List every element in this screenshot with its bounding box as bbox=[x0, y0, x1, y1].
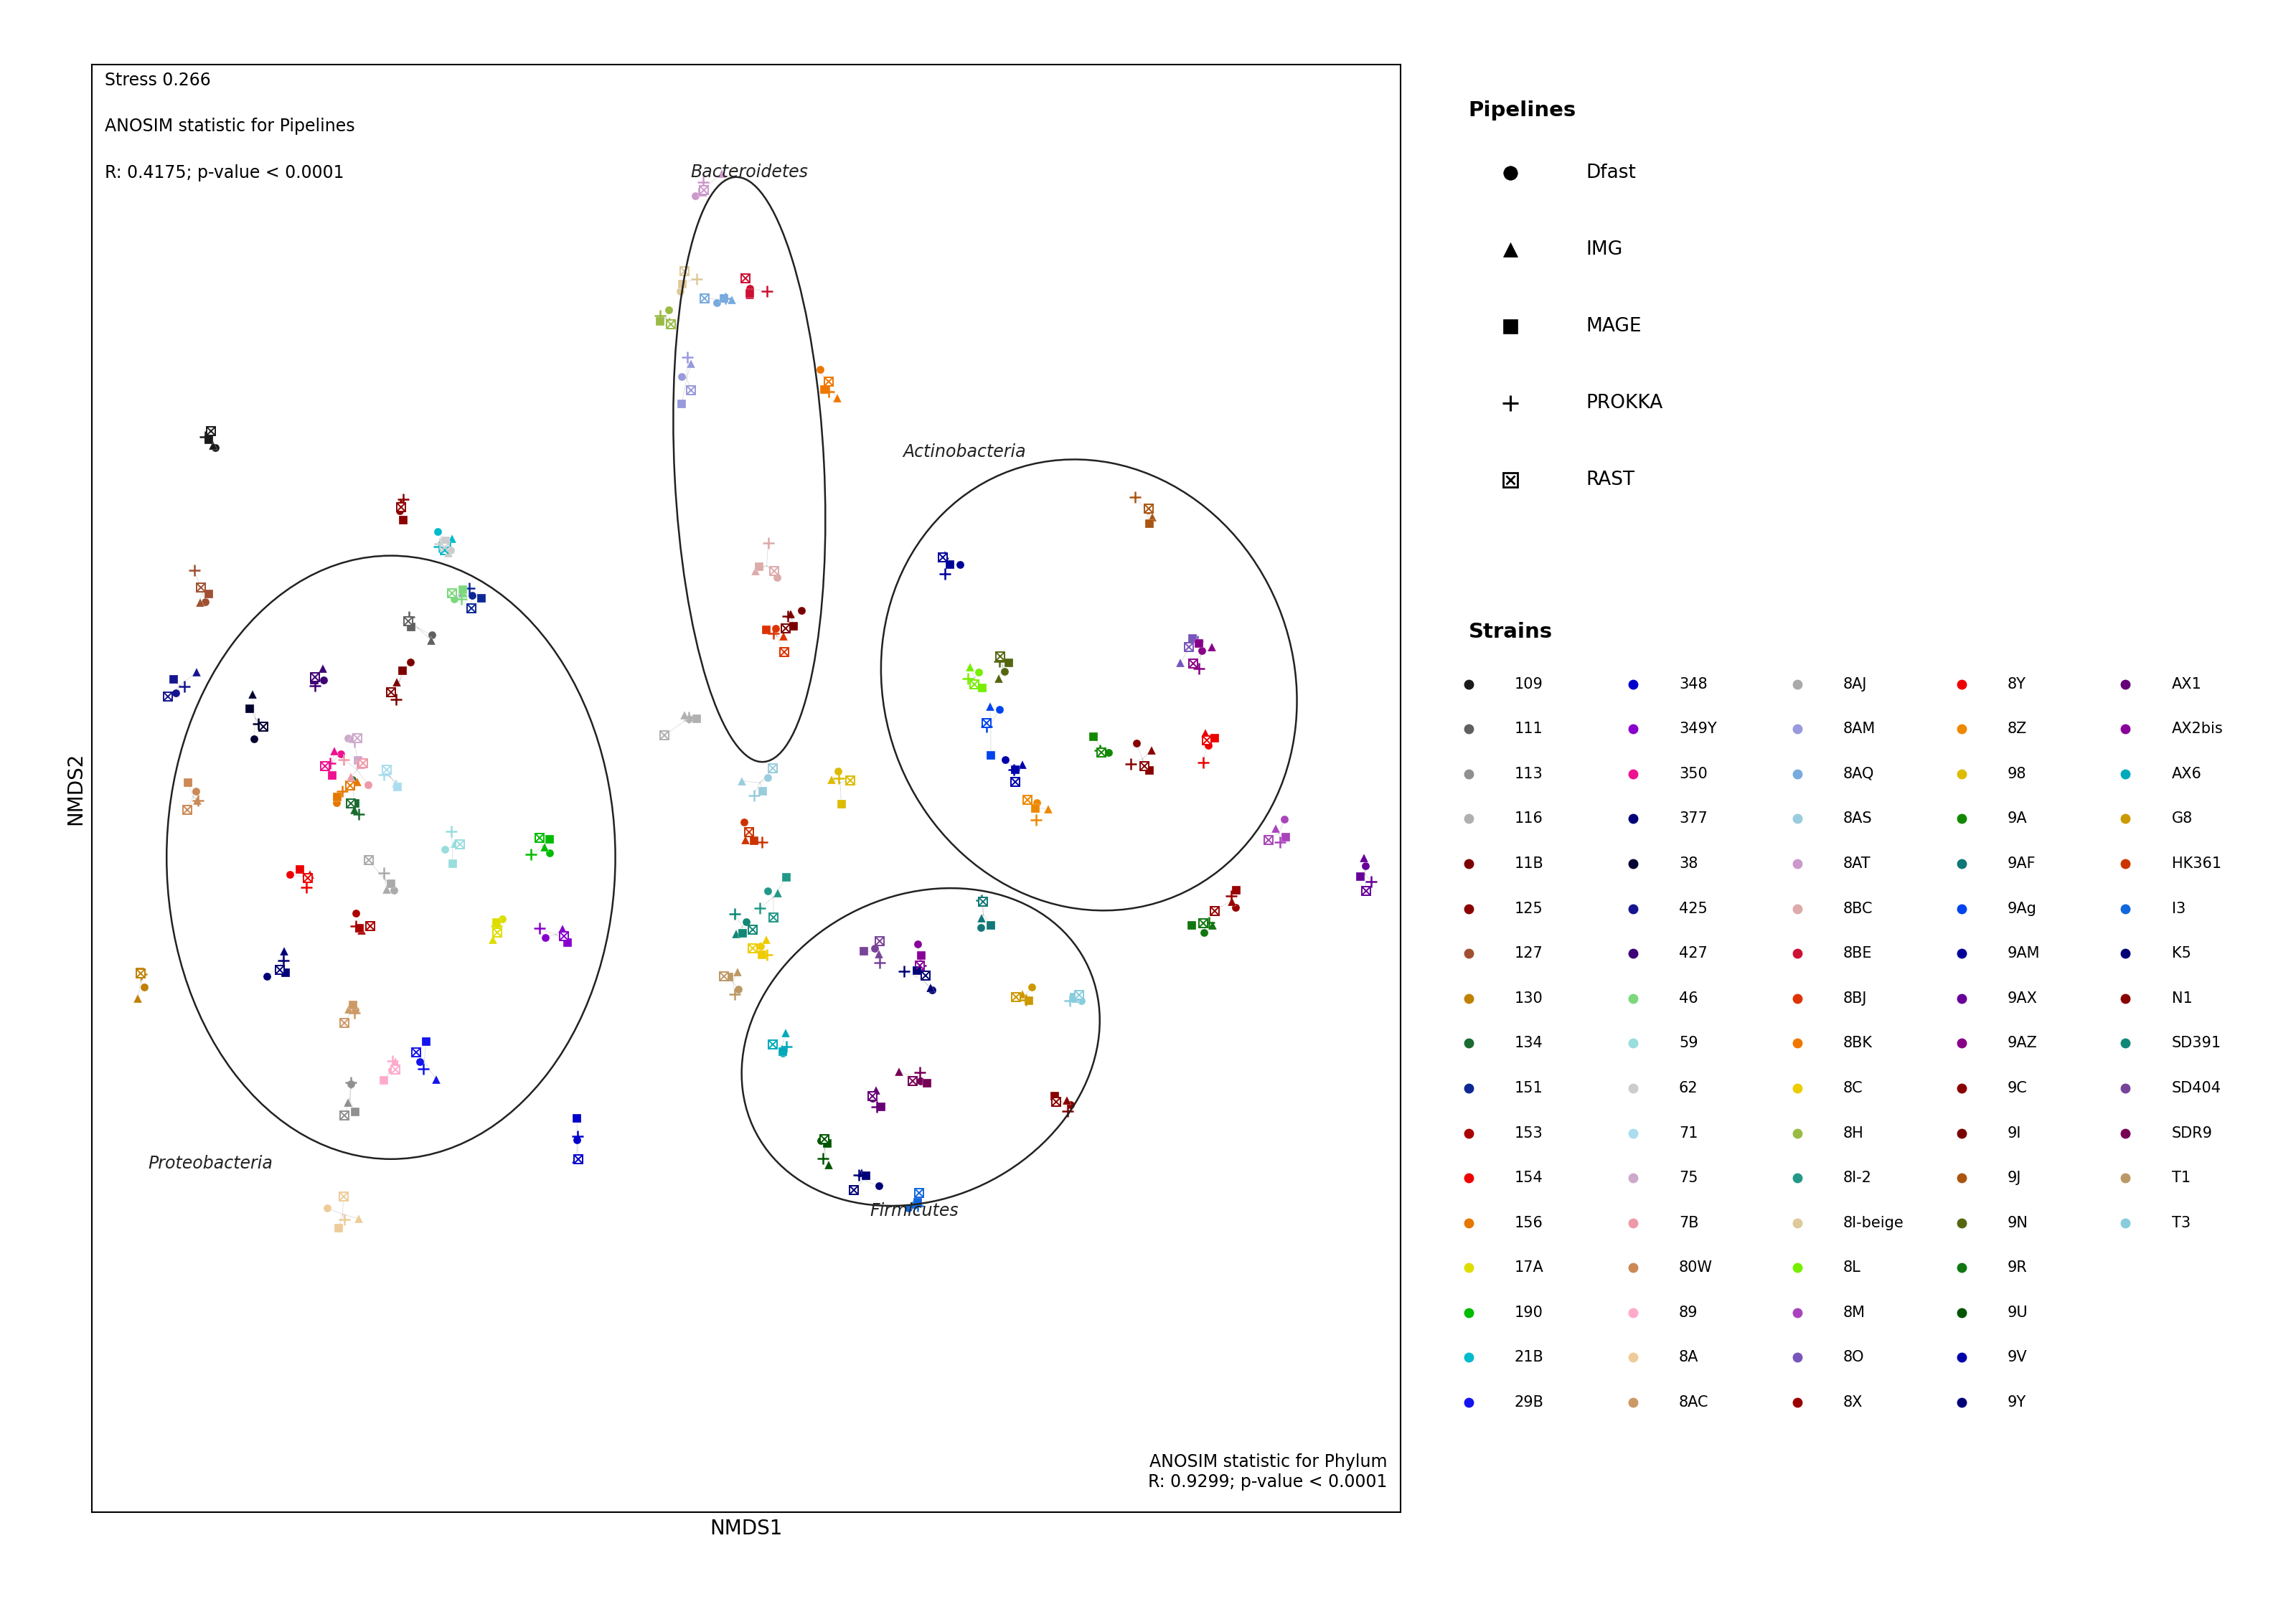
Text: HK361: HK361 bbox=[2172, 856, 2220, 870]
Text: 130: 130 bbox=[1515, 991, 1543, 1006]
Text: ANOSIM statistic for Pipelines: ANOSIM statistic for Pipelines bbox=[106, 117, 356, 135]
Text: 8BC: 8BC bbox=[1844, 901, 1874, 916]
Text: 8I-beige: 8I-beige bbox=[1844, 1216, 1903, 1229]
Text: 29B: 29B bbox=[1515, 1395, 1543, 1409]
Text: MAGE: MAGE bbox=[1587, 317, 1642, 336]
Text: 8AM: 8AM bbox=[1844, 722, 1876, 737]
Text: 348: 348 bbox=[1678, 677, 1708, 692]
Text: 8AT: 8AT bbox=[1844, 856, 1871, 870]
Text: 11B: 11B bbox=[1515, 856, 1543, 870]
Text: 190: 190 bbox=[1515, 1305, 1543, 1319]
Y-axis label: NMDS2: NMDS2 bbox=[67, 751, 85, 825]
Text: 153: 153 bbox=[1515, 1126, 1543, 1141]
X-axis label: NMDS1: NMDS1 bbox=[709, 1519, 783, 1538]
Text: 151: 151 bbox=[1515, 1081, 1543, 1096]
Text: Pipelines: Pipelines bbox=[1469, 100, 1577, 121]
Text: Strains: Strains bbox=[1469, 623, 1552, 642]
Text: 75: 75 bbox=[1678, 1171, 1697, 1186]
Text: 8X: 8X bbox=[1844, 1395, 1862, 1409]
Text: SD404: SD404 bbox=[2172, 1081, 2220, 1096]
Text: 8AJ: 8AJ bbox=[1844, 677, 1867, 692]
Text: 62: 62 bbox=[1678, 1081, 1699, 1096]
Text: Stress 0.266: Stress 0.266 bbox=[106, 72, 211, 88]
Text: 8Y: 8Y bbox=[2007, 677, 2025, 692]
Text: R: 0.4175; p-value < 0.0001: R: 0.4175; p-value < 0.0001 bbox=[106, 164, 344, 182]
Text: 350: 350 bbox=[1678, 767, 1708, 780]
Text: Bacteroidetes: Bacteroidetes bbox=[691, 164, 808, 180]
Text: 46: 46 bbox=[1678, 991, 1699, 1006]
Text: 9I: 9I bbox=[2007, 1126, 2020, 1141]
Text: 8Z: 8Z bbox=[2007, 722, 2027, 737]
Text: 8BE: 8BE bbox=[1844, 946, 1871, 961]
Text: 9N: 9N bbox=[2007, 1216, 2027, 1229]
Text: SD391: SD391 bbox=[2172, 1036, 2220, 1051]
Text: IMG: IMG bbox=[1587, 240, 1623, 259]
Text: 113: 113 bbox=[1515, 767, 1543, 780]
Text: 9AZ: 9AZ bbox=[2007, 1036, 2037, 1051]
Text: 9U: 9U bbox=[2007, 1305, 2027, 1319]
Text: 8I-2: 8I-2 bbox=[1844, 1171, 1871, 1186]
Text: AX6: AX6 bbox=[2172, 767, 2202, 780]
Text: 71: 71 bbox=[1678, 1126, 1697, 1141]
Text: 8H: 8H bbox=[1844, 1126, 1864, 1141]
Text: AX2bis: AX2bis bbox=[2172, 722, 2223, 737]
Text: 8C: 8C bbox=[1844, 1081, 1862, 1096]
Text: 156: 156 bbox=[1515, 1216, 1543, 1229]
Text: 9C: 9C bbox=[2007, 1081, 2027, 1096]
Text: 134: 134 bbox=[1515, 1036, 1543, 1051]
Text: 38: 38 bbox=[1678, 856, 1697, 870]
Text: RAST: RAST bbox=[1587, 471, 1635, 489]
Text: 8M: 8M bbox=[1844, 1305, 1864, 1319]
Text: 127: 127 bbox=[1515, 946, 1543, 961]
Text: 7B: 7B bbox=[1678, 1216, 1699, 1229]
Text: AX1: AX1 bbox=[2172, 677, 2202, 692]
Text: 9AX: 9AX bbox=[2007, 991, 2037, 1006]
Text: Firmicutes: Firmicutes bbox=[870, 1202, 960, 1220]
Text: 9Ag: 9Ag bbox=[2007, 901, 2037, 916]
Text: K5: K5 bbox=[2172, 946, 2190, 961]
Text: 9V: 9V bbox=[2007, 1350, 2027, 1364]
Text: 125: 125 bbox=[1515, 901, 1543, 916]
Text: 98: 98 bbox=[2007, 767, 2027, 780]
Text: Actinobacteria: Actinobacteria bbox=[902, 444, 1026, 460]
Text: 9J: 9J bbox=[2007, 1171, 2020, 1186]
Text: 9AM: 9AM bbox=[2007, 946, 2041, 961]
Text: 89: 89 bbox=[1678, 1305, 1697, 1319]
Text: 8AC: 8AC bbox=[1678, 1395, 1708, 1409]
Text: G8: G8 bbox=[2172, 811, 2193, 825]
Text: 116: 116 bbox=[1515, 811, 1543, 825]
Text: 9Y: 9Y bbox=[2007, 1395, 2025, 1409]
Text: 8L: 8L bbox=[1844, 1260, 1860, 1274]
Text: 59: 59 bbox=[1678, 1036, 1699, 1051]
Text: 349Y: 349Y bbox=[1678, 722, 1717, 737]
Text: 8A: 8A bbox=[1678, 1350, 1699, 1364]
Text: 8AS: 8AS bbox=[1844, 811, 1871, 825]
Text: I3: I3 bbox=[2172, 901, 2186, 916]
Text: N1: N1 bbox=[2172, 991, 2193, 1006]
Text: T1: T1 bbox=[2172, 1171, 2190, 1186]
Text: 80W: 80W bbox=[1678, 1260, 1713, 1274]
Text: 9A: 9A bbox=[2007, 811, 2027, 825]
Text: 111: 111 bbox=[1515, 722, 1543, 737]
Text: PROKKA: PROKKA bbox=[1587, 394, 1662, 412]
Text: 8BK: 8BK bbox=[1844, 1036, 1874, 1051]
Text: ANOSIM statistic for Phylum
R: 0.9299; p-value < 0.0001: ANOSIM statistic for Phylum R: 0.9299; p… bbox=[1148, 1453, 1387, 1490]
Text: 9AF: 9AF bbox=[2007, 856, 2037, 870]
Text: 377: 377 bbox=[1678, 811, 1708, 825]
Text: 8BJ: 8BJ bbox=[1844, 991, 1867, 1006]
Text: T3: T3 bbox=[2172, 1216, 2190, 1229]
Text: 9R: 9R bbox=[2007, 1260, 2027, 1274]
Text: 425: 425 bbox=[1678, 901, 1708, 916]
Text: Dfast: Dfast bbox=[1587, 164, 1637, 182]
Text: SDR9: SDR9 bbox=[2172, 1126, 2213, 1141]
Text: 154: 154 bbox=[1515, 1171, 1543, 1186]
Text: 8O: 8O bbox=[1844, 1350, 1864, 1364]
Text: 21B: 21B bbox=[1515, 1350, 1543, 1364]
Text: 427: 427 bbox=[1678, 946, 1708, 961]
Text: 17A: 17A bbox=[1515, 1260, 1543, 1274]
Text: Proteobacteria: Proteobacteria bbox=[147, 1155, 273, 1171]
Text: 109: 109 bbox=[1515, 677, 1543, 692]
Text: 8AQ: 8AQ bbox=[1844, 767, 1874, 780]
